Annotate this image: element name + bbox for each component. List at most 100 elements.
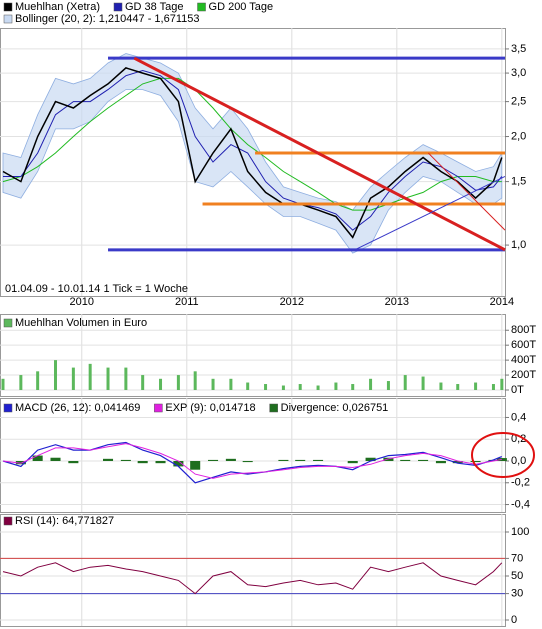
divergence-bar [242, 461, 253, 463]
divergence-bar [400, 459, 411, 461]
y-tick-label: 70 [511, 552, 523, 564]
divergence-bar [365, 457, 376, 461]
volume-bar [264, 384, 268, 390]
x-tick-label: 2013 [385, 296, 409, 308]
volume-bar [71, 367, 75, 390]
divergence-bar [15, 461, 26, 465]
volume-bar [491, 384, 495, 390]
divergence-bar [155, 461, 166, 464]
volume-bar [439, 382, 443, 390]
y-tick-label: 2,5 [511, 96, 526, 108]
legend-swatch [3, 318, 13, 328]
divergence-bar [313, 459, 324, 461]
y-tick-label: 3,5 [511, 43, 526, 55]
volume-bar [456, 384, 460, 390]
divergence-bar [496, 458, 507, 461]
volume-bar [88, 363, 92, 390]
legend-label: MACD (26, 12): 0,041469 [15, 402, 140, 414]
divergence-bar [32, 455, 43, 461]
volume-bar [403, 375, 407, 390]
y-tick-label: 30 [511, 588, 523, 600]
series-line [2, 443, 502, 479]
volume-bar [176, 375, 180, 390]
trend-line [427, 152, 506, 231]
divergence-bar [190, 461, 201, 470]
y-tick-label: 600T [511, 339, 536, 351]
divergence-bar [137, 461, 148, 464]
divergence-bar [103, 458, 114, 461]
y-tick-label: 0 [511, 614, 517, 626]
y-tick-label: 2,0 [511, 130, 526, 142]
legend-label: Muehlhan Volumen in Euro [15, 317, 147, 329]
volume-bar [229, 378, 233, 390]
volume-bar [193, 371, 197, 390]
divergence-bar [208, 459, 219, 461]
volume-bar [369, 378, 373, 390]
panel-frame [0, 514, 506, 627]
volume-bar [124, 367, 128, 390]
volume-bar [54, 360, 58, 390]
legend-swatch [269, 403, 278, 413]
y-tick-label: 400T [511, 354, 536, 366]
legend-swatch [113, 2, 123, 12]
legend-swatch [3, 516, 13, 526]
highlight-ellipse [471, 432, 535, 478]
y-tick-label: 1,5 [511, 175, 526, 187]
legend-swatch [154, 403, 163, 413]
series-line [2, 77, 502, 211]
volume-bar [351, 384, 355, 390]
legend-swatch [3, 403, 13, 413]
volume-bar [159, 378, 163, 390]
series-line [3, 69, 503, 231]
y-tick-label: 3,0 [511, 67, 526, 79]
volume-bar [474, 382, 478, 390]
divergence-bar [452, 461, 463, 464]
series-line [2, 562, 503, 595]
legend-swatch [197, 2, 206, 12]
legend-label: GD 38 Tage [125, 1, 184, 13]
divergence-bar [435, 461, 446, 464]
volume-bar [316, 385, 320, 390]
x-tick-label: 2011 [175, 296, 199, 308]
volume-bar [141, 375, 145, 390]
volume-bar [19, 375, 23, 390]
y-tick-label: 0,0 [511, 455, 526, 467]
legend-swatch [3, 14, 13, 24]
volume-bar [386, 381, 390, 390]
y-tick-label: 0,4 [511, 411, 526, 423]
volume-bar [298, 384, 302, 390]
series-line [2, 67, 503, 239]
footnote: 01.04.09 - 10.01.14 1 Tick = 1 Woche [5, 283, 188, 295]
x-tick-label: 2014 [490, 296, 514, 308]
divergence-bar [120, 459, 131, 461]
legend-label: Bollinger (20, 2): 1,210447 - 1,671153 [15, 13, 199, 25]
y-tick-label: 0,2 [511, 433, 526, 445]
divergence-bar [295, 459, 306, 461]
y-tick-label: 0T [511, 384, 524, 396]
volume-bar [246, 382, 250, 390]
divergence-bar [50, 457, 61, 461]
divergence-bar [173, 461, 184, 467]
legend-label: RSI (14): 64,771827 [15, 515, 114, 527]
volume-bar [211, 378, 215, 390]
volume-bar [421, 376, 425, 390]
volume-bar [1, 378, 5, 390]
panel-frame [0, 398, 506, 513]
y-tick-label: 800T [511, 324, 536, 336]
trend-line [354, 176, 506, 251]
divergence-bar [278, 459, 289, 461]
y-tick-label: -0,2 [511, 477, 530, 489]
legend-label: EXP (9): 0,014718 [165, 402, 255, 414]
volume-bar [334, 382, 338, 390]
volume-bar [281, 385, 285, 390]
legend-label: GD 200 Tage [209, 1, 274, 13]
y-tick-label: 1,0 [511, 239, 526, 251]
y-tick-label: 200T [511, 369, 536, 381]
panel-frame [0, 314, 506, 397]
y-tick-label: -0,4 [511, 498, 530, 510]
legend-label: Muehlhan (Xetra) [15, 1, 100, 13]
divergence-bar [383, 457, 394, 461]
divergence-bar [418, 459, 429, 461]
divergence-bar [225, 458, 236, 461]
